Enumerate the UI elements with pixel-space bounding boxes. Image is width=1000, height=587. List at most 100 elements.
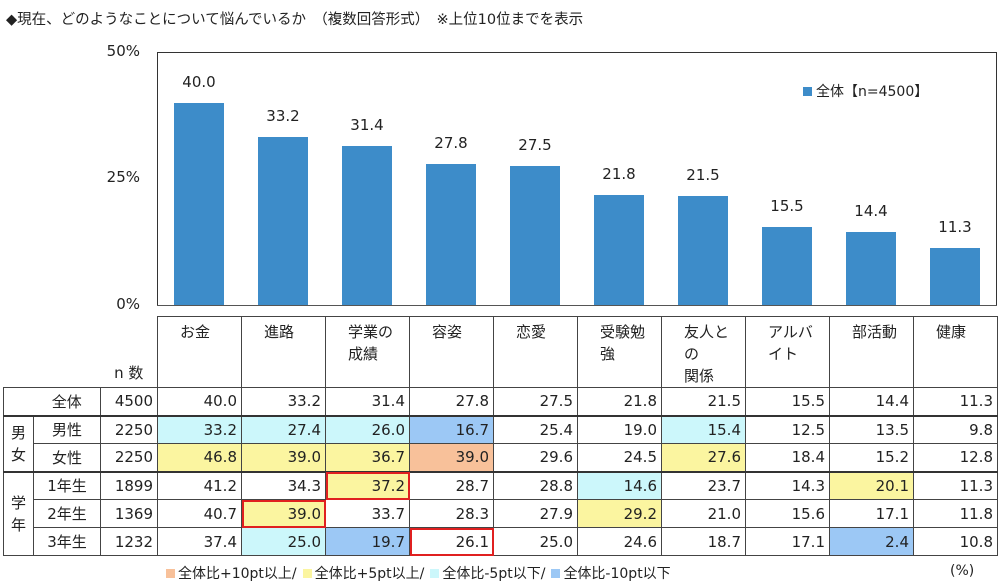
table-cell: 11.3	[913, 387, 998, 416]
bar-value-label: 40.0	[182, 72, 216, 91]
color-key-swatch	[551, 569, 561, 578]
table-cell: 21.5	[661, 387, 746, 416]
table-cell: 25.0	[493, 527, 578, 556]
plot-area	[157, 52, 997, 305]
table-cell: 11.3	[913, 471, 998, 500]
table-cell: 37.2	[325, 471, 410, 500]
table-cell: 29.2	[577, 499, 662, 528]
bar-value-label: 21.8	[602, 164, 636, 183]
column-header: 恋愛	[493, 316, 578, 388]
row-label: 男性	[33, 415, 101, 444]
table-cell: 40.7	[157, 499, 242, 528]
column-header: 部活動	[829, 316, 914, 388]
column-header: 友人との 関係	[661, 316, 746, 388]
bar-value-label: 27.5	[518, 135, 552, 154]
table-cell: 24.5	[577, 443, 662, 472]
table-cell: 36.7	[325, 443, 410, 472]
table-cell: 18.7	[661, 527, 746, 556]
table-cell: 41.2	[157, 471, 242, 500]
table-cell: 25.4	[493, 415, 578, 444]
bar-5	[594, 194, 644, 305]
table-cell: 17.1	[829, 499, 914, 528]
color-key-label: 全体比-10pt以下	[563, 566, 671, 582]
table-cell: 14.3	[745, 471, 830, 500]
table-cell: 28.7	[409, 471, 494, 500]
table-cell: 15.5	[745, 387, 830, 416]
table-row: 学 年 1年生 1899 41.2 34.3 37.2 28.7 28.8 14.6 23.7 14…	[3, 471, 998, 556]
column-header: 進路	[241, 316, 326, 388]
bar-3	[426, 164, 476, 305]
table-cell: 39.0	[409, 443, 494, 472]
row-label: 2年生	[33, 499, 101, 528]
table-cell: 21.0	[661, 499, 746, 528]
column-header: アルバイト	[745, 316, 830, 388]
table-cell: 46.8	[157, 443, 242, 472]
unit-label: (%)	[950, 563, 975, 579]
chart-title: ◆現在、どのようなことについて悩んでいるか （複数回答形式） ※上位10位までを…	[6, 12, 584, 28]
legend-swatch	[803, 87, 812, 96]
table-cell: 28.3	[409, 499, 494, 528]
sample-size: 4500	[100, 387, 158, 416]
sample-size: 2250	[100, 443, 158, 472]
y-tick-label: 0%	[116, 295, 140, 313]
table-row: 男 女男性 2250 33.2 27.4 26.0 16.7 25.4 19.0 15.4 12.…	[3, 415, 998, 472]
table-cell: 19.7	[325, 527, 410, 556]
table-cell: 9.8	[913, 415, 998, 444]
table-cell: 20.1	[829, 471, 914, 500]
data-table: n 数お金 進路 学業の 成績 容姿 恋愛 受験勉強 友人との 関係 アルバイト 部活動 健康 全体…	[3, 316, 998, 556]
color-key-swatch	[166, 569, 175, 578]
table-cell: 19.0	[577, 415, 662, 444]
table-cell: 28.8	[493, 471, 578, 500]
sample-size: 2250	[100, 415, 158, 444]
table-cell: 12.8	[913, 443, 998, 472]
legend-label: 全体【n=4500】	[816, 84, 929, 100]
table-cell: 15.4	[661, 415, 746, 444]
bar-0	[174, 102, 224, 305]
table-cell: 37.4	[157, 527, 242, 556]
chart-legend: 全体【n=4500】	[803, 81, 928, 101]
table-cell: 27.8	[409, 387, 494, 416]
table-cell: 39.0	[241, 443, 326, 472]
table-cell: 27.9	[493, 499, 578, 528]
x-axis-line	[157, 305, 997, 306]
group-label: 学 年	[3, 471, 34, 556]
table-cell: 2.4	[829, 527, 914, 556]
table-cell: 13.5	[829, 415, 914, 444]
table-cell: 27.6	[661, 443, 746, 472]
bar-value-label: 15.5	[770, 196, 804, 215]
bar-1	[258, 137, 308, 305]
sample-size: 1369	[100, 499, 158, 528]
table-cell: 40.0	[157, 387, 242, 416]
column-header: 受験勉強	[577, 316, 662, 388]
table-cell: 14.4	[829, 387, 914, 416]
n-header: n 数	[114, 364, 144, 382]
color-key-swatch	[430, 569, 440, 578]
bar-value-label: 31.4	[350, 116, 384, 135]
bar-4	[510, 165, 560, 305]
row-label: 3年生	[33, 527, 101, 556]
color-key-swatch	[302, 569, 312, 578]
table-cell: 11.8	[913, 499, 998, 528]
table-cell: 31.4	[325, 387, 410, 416]
table-cell: 10.8	[913, 527, 998, 556]
table-row: 女性 2250 46.8 39.0 36.7 39.0 29.6 24.5 27.6 18.4 15…	[4, 443, 998, 472]
table-row: 2年生 1369 40.7 39.0 33.7 28.3 27.9 29.2 21.0 15.6 1…	[4, 499, 998, 528]
bar-6	[678, 196, 728, 305]
table-cell: 34.3	[241, 471, 326, 500]
color-key: 全体比+10pt以上/全体比+5pt以上/全体比-5pt以下/全体比-10pt以…	[160, 563, 671, 583]
table-cell: 33.7	[325, 499, 410, 528]
table-cell: 14.6	[577, 471, 662, 500]
column-header: 容姿	[409, 316, 494, 388]
bar-8	[846, 232, 896, 305]
y-tick-label: 50%	[106, 42, 140, 60]
table-row: 3年生 1232 37.4 25.0 19.7 26.1 25.0 24.6 18.7 17.1 2…	[4, 527, 998, 556]
table-cell: 39.0	[241, 499, 326, 528]
table-cell: 33.2	[241, 387, 326, 416]
table-row: 全体 4500 40.0 33.2 31.4 27.8 27.5 21.8 21.5 15.5 14…	[3, 387, 998, 416]
table-cell: 21.8	[577, 387, 662, 416]
table-cell: 27.5	[493, 387, 578, 416]
table-cell: 25.0	[241, 527, 326, 556]
column-header: 健康	[913, 316, 998, 388]
table-cell: 16.7	[409, 415, 494, 444]
